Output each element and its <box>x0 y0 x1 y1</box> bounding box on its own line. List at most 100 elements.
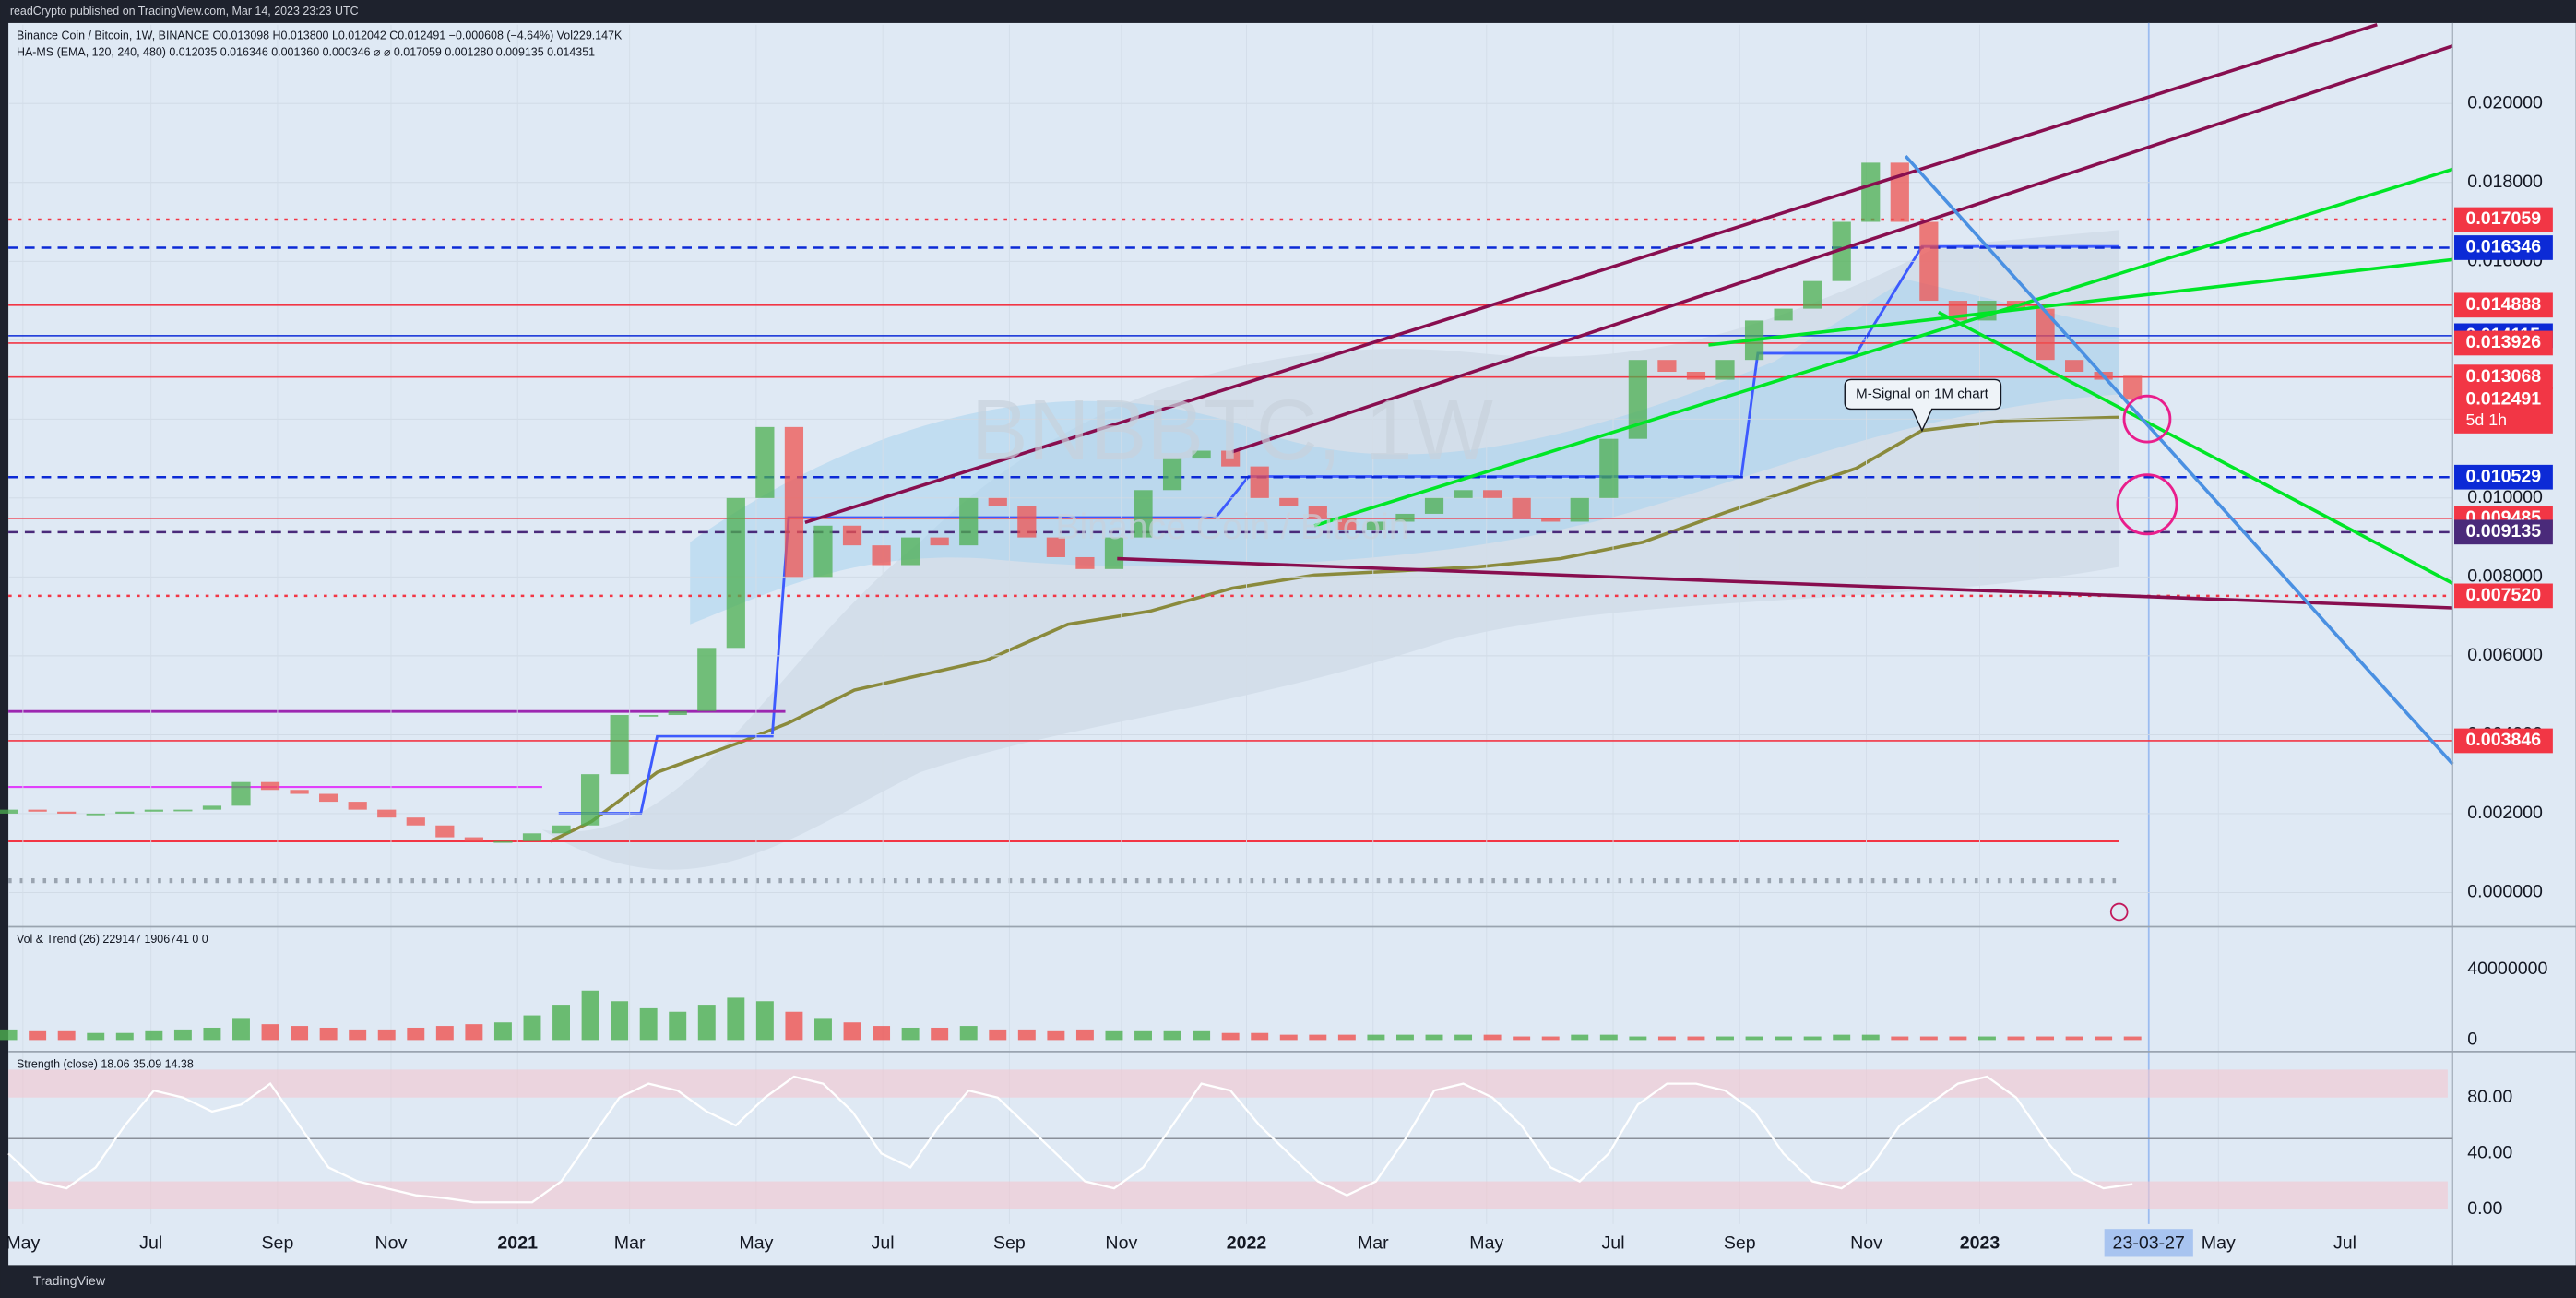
volume-bar <box>611 1001 629 1041</box>
candle-body <box>639 715 659 717</box>
price-tag <box>2454 519 2553 545</box>
candle-body <box>115 811 135 814</box>
trend-line <box>1313 167 2453 528</box>
candle-body <box>813 525 833 578</box>
candle-body <box>1046 537 1065 557</box>
volume-bar <box>173 1029 192 1041</box>
volume-bar <box>1571 1034 1589 1041</box>
candle-body <box>290 790 309 794</box>
volume-bar <box>989 1029 1007 1041</box>
strength-title: Strength (close) 18.06 35.09 14.38 <box>17 1057 194 1070</box>
candle-body <box>1162 458 1182 491</box>
candle-body <box>610 715 629 775</box>
trend-line <box>1708 257 2453 347</box>
volume-bar <box>1075 1029 1094 1041</box>
volume-bar <box>1193 1030 1211 1041</box>
volume-bar <box>115 1032 134 1041</box>
volume-bar <box>377 1029 396 1041</box>
candle-body <box>1017 506 1037 538</box>
alert-icon <box>2109 902 2129 922</box>
volume-bar <box>1629 1036 1647 1041</box>
indicator-legend: HA-MS (EMA, 120, 240, 480) 0.012035 0.01… <box>17 45 595 58</box>
candle-body <box>1512 497 1531 518</box>
overbought-band <box>8 1069 2448 1098</box>
candle-body <box>872 545 891 566</box>
volume-bar <box>1047 1030 1065 1041</box>
candle-body <box>580 774 600 826</box>
volume-bar <box>0 1029 18 1041</box>
candle-body <box>755 426 775 498</box>
candle-body <box>1832 221 1851 281</box>
symbol-legend: Binance Coin / Bitcoin, 1W, BINANCE O0.0… <box>17 29 623 42</box>
annotation-box <box>1844 378 2002 433</box>
price-tag-label: 0.014888 <box>2465 294 2541 315</box>
candle-body <box>493 840 513 843</box>
volume-bar <box>1251 1032 1269 1041</box>
volume-bar <box>1687 1036 1705 1041</box>
volume-bar <box>1716 1036 1734 1041</box>
candle-body <box>1483 490 1502 498</box>
volume-bar <box>1775 1036 1793 1041</box>
volume-bar <box>697 1005 716 1041</box>
volume-bar <box>291 1026 309 1041</box>
price-tag <box>2454 583 2553 609</box>
x-tick-label: Nov <box>1105 1233 1137 1253</box>
volume-bar <box>57 1030 76 1041</box>
x-tick-label: Sep <box>993 1233 1026 1253</box>
volume-bar <box>2095 1036 2113 1041</box>
candle-body <box>464 837 483 841</box>
candle-body <box>1221 450 1241 467</box>
candle-body <box>697 648 717 711</box>
volume-title: Vol & Trend (26) 229147 1906741 0 0 <box>17 933 208 946</box>
volume-bar <box>1977 1036 1996 1041</box>
candle-body <box>1366 521 1386 530</box>
volume-bar <box>1425 1034 1443 1041</box>
volume-bar <box>1454 1034 1473 1041</box>
candle-body <box>0 809 18 814</box>
candle-body <box>144 809 163 812</box>
price-tag-label: 0.017059 <box>2465 208 2541 229</box>
volume-bar <box>2123 1036 2142 1041</box>
volume-bar <box>1599 1034 1618 1041</box>
price-tag-label: 0.013068 <box>2465 366 2541 387</box>
volume-bar <box>319 1027 338 1041</box>
volume-bar <box>843 1022 861 1041</box>
candle-body <box>231 781 251 806</box>
candle-body <box>2123 375 2143 400</box>
candle-body <box>2065 360 2084 373</box>
volume-bar <box>1657 1036 1676 1041</box>
y-tick-label: 0.010000 <box>2467 487 2543 507</box>
candle-body <box>959 497 979 546</box>
volume-bar <box>1861 1034 1880 1041</box>
volume-bar <box>1803 1036 1822 1041</box>
brand: TradingView <box>33 1274 106 1289</box>
x-tick-label: Jul <box>1602 1233 1625 1253</box>
x-tick-label: Sep <box>262 1233 294 1253</box>
volume-tick-label: 40000000 <box>2467 959 2547 979</box>
volume-bar <box>1105 1030 1123 1041</box>
price-tag-label: 0.012491 <box>2465 388 2541 409</box>
volume-bar <box>727 997 745 1041</box>
price-tag-label: 0.016346 <box>2465 237 2541 257</box>
candle-body <box>260 781 280 791</box>
volume-bar <box>873 1026 891 1041</box>
price-tag-label: 0.003846 <box>2465 730 2541 750</box>
volume-bar <box>407 1027 425 1041</box>
candle-body <box>1337 518 1357 530</box>
candle-body <box>1570 497 1589 522</box>
volume-bar <box>959 1026 978 1041</box>
price-tag <box>2454 292 2553 318</box>
volume-bar <box>1337 1034 1356 1041</box>
candle-body <box>1395 513 1415 522</box>
highlight-circle <box>2116 473 2178 536</box>
price-tag-label: 0.010529 <box>2465 466 2541 486</box>
volume-bar <box>901 1027 920 1041</box>
volume-bar <box>232 1018 250 1041</box>
candle-body <box>842 525 862 546</box>
price-tag-label: 0.007520 <box>2465 585 2541 605</box>
candle-body <box>377 809 397 818</box>
price-tag <box>2454 330 2553 356</box>
crosshair-label: 23-03-27 <box>2113 1233 2185 1253</box>
